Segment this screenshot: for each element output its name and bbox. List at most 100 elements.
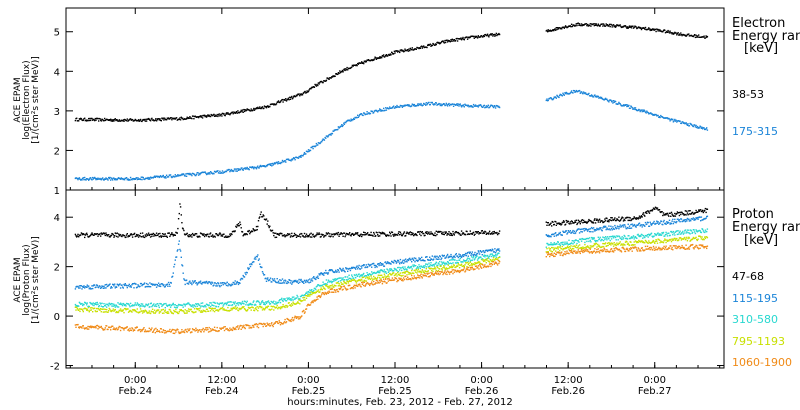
data-point-175-315 [237,169,240,171]
data-point-47-68 [704,207,707,210]
data-point-115-195 [320,272,322,274]
data-point-310-580 [411,265,413,268]
data-point-175-315 [440,103,442,105]
data-point-47-68 [624,219,626,222]
data-point-115-195 [338,271,340,273]
data-point-310-580 [193,304,196,307]
data-point-38-53 [280,100,282,102]
data-point-795-1193 [107,311,109,313]
data-point-175-315 [651,113,653,115]
data-point-310-580 [602,239,605,242]
data-point-795-1193 [236,306,238,309]
data-point-310-580 [400,267,402,269]
data-point-47-68 [481,230,483,232]
data-point-310-580 [562,241,564,243]
data-point-175-315 [269,163,271,165]
data-point-795-1193 [112,308,114,310]
data-point-115-195 [82,286,84,288]
data-point-38-53 [411,48,413,51]
data-point-310-580 [332,278,334,281]
data-point-115-195 [437,258,439,260]
data-point-310-580 [291,298,293,300]
data-point-38-53 [592,23,595,25]
data-point-310-580 [309,292,312,294]
data-point-38-53 [375,57,377,59]
data-point-175-315 [387,107,389,109]
data-point-115-195 [583,230,585,232]
data-point-47-68 [654,208,656,210]
data-point-795-1193 [122,309,124,311]
data-point-47-68 [575,219,577,221]
data-point-310-580 [258,301,260,304]
data-point-115-195 [665,223,667,225]
data-point-310-580 [97,303,99,305]
data-point-47-68 [584,220,586,223]
data-point-115-195 [472,255,475,257]
data-point-115-195 [379,262,382,264]
data-point-47-68 [321,233,323,235]
data-point-175-315 [189,172,191,175]
data-point-38-53 [608,23,611,26]
data-point-47-68 [249,231,252,233]
data-point-47-68 [456,232,459,234]
data-point-310-580 [387,269,389,271]
data-point-47-68 [201,233,204,236]
data-point-310-580 [301,294,304,296]
data-point-175-315 [173,176,176,178]
data-point-310-580 [305,292,308,294]
data-point-115-195 [436,255,438,257]
data-point-795-1193 [91,307,93,309]
data-point-175-315 [425,104,427,106]
data-point-310-580 [473,259,475,261]
data-point-47-68 [686,210,688,212]
data-point-38-53 [257,106,259,109]
data-point-310-580 [117,306,120,308]
data-point-175-315 [312,147,314,150]
data-point-795-1193 [343,281,346,283]
data-point-115-195 [557,234,559,236]
data-point-310-580 [687,232,689,234]
data-point-47-68 [341,233,344,235]
data-point-38-53 [289,96,291,98]
data-point-115-195 [675,222,677,224]
data-point-795-1193 [185,310,188,312]
data-point-47-68 [174,234,176,236]
data-point-310-580 [466,257,469,259]
data-point-175-315 [281,159,284,162]
data-point-310-580 [673,232,675,234]
data-point-175-315 [238,168,240,170]
data-point-115-195 [337,269,340,272]
data-point-115-195 [566,232,569,234]
data-point-115-195 [608,228,611,230]
data-point-175-315 [167,176,170,178]
data-point-38-53 [334,75,336,77]
data-point-310-580 [88,305,90,308]
data-point-175-315 [660,114,662,117]
data-point-310-580 [357,275,359,277]
data-point-175-315 [604,98,606,100]
data-point-175-315 [297,157,300,159]
data-point-310-580 [430,262,432,264]
data-point-115-195 [86,286,88,288]
data-point-38-53 [656,28,659,31]
data-point-38-53 [556,28,558,31]
data-point-38-53 [192,115,194,117]
data-point-38-53 [245,109,248,111]
data-point-38-53 [156,118,158,121]
data-point-310-580 [296,294,298,297]
y-tick-label-0: 5 [54,28,60,39]
data-point-175-315 [145,177,148,179]
data-point-47-68 [104,234,106,237]
data-point-310-580 [690,230,693,232]
data-point-38-53 [305,91,308,94]
data-point-38-53 [551,29,553,32]
data-point-38-53 [640,28,643,31]
data-point-175-315 [600,96,603,99]
data-point-795-1193 [309,293,312,296]
data-point-310-580 [584,241,586,244]
data-point-310-580 [653,235,655,237]
data-point-38-53 [586,23,589,26]
data-point-310-580 [634,236,637,238]
data-point-115-195 [172,272,174,274]
data-point-310-580 [672,230,675,233]
